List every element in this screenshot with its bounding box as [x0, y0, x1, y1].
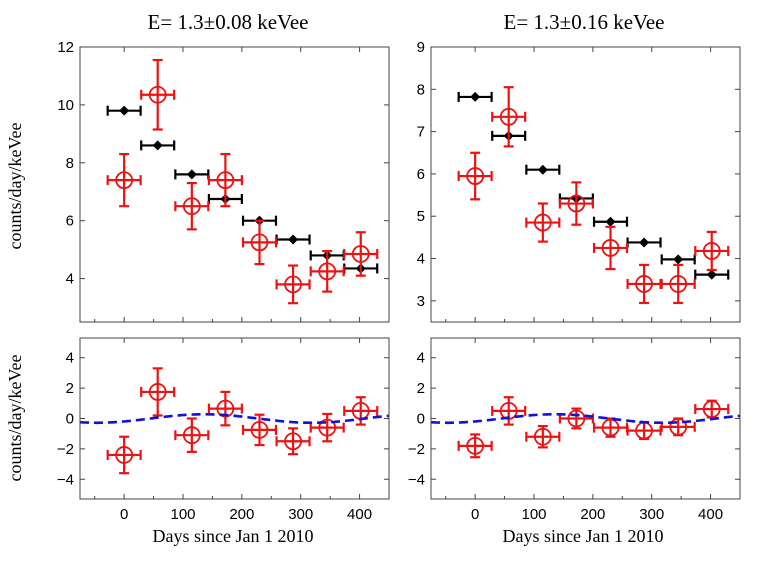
data-point-circle	[567, 194, 586, 213]
y-tick-label: 2	[66, 380, 74, 397]
y-tick-label: 3	[417, 293, 425, 310]
x-tick-label: 200	[580, 506, 605, 523]
data-point-circle	[702, 242, 721, 260]
data-point-circle	[284, 275, 302, 294]
data-marks-top-left	[106, 58, 379, 305]
data-point-circle	[148, 85, 167, 104]
panel-bottom-right: Days since Jan 1 2010 0 100 200 300 400−4−20…	[408, 337, 741, 546]
y-tick-label: −2	[408, 441, 425, 458]
data-point-diamond	[119, 105, 130, 116]
y-tick-label: 6	[417, 166, 425, 183]
data-point-circle	[601, 239, 620, 257]
data-point-circle	[702, 400, 721, 418]
fit-curve	[431, 412, 741, 425]
y-tick-label: 9	[417, 39, 425, 56]
data-point-diamond	[288, 234, 299, 245]
data-marks-bottom-left	[80, 367, 390, 475]
x-tick-label: 200	[229, 506, 254, 523]
y-tick-label: 8	[417, 81, 425, 98]
x-tick-label: 400	[698, 506, 723, 523]
data-point-circle	[499, 107, 518, 126]
y-axis-label-bottom: counts/day/keVee	[5, 355, 25, 482]
data-point-diamond	[605, 216, 616, 227]
data-point-circle	[466, 167, 485, 185]
panel-top-left: E= 1.3±0.08 keVee counts/day/keVee 4 6 8 10…	[5, 10, 390, 323]
y-tick-label: 8	[66, 155, 74, 172]
plot-frame-top-left	[79, 46, 390, 323]
x-tick-label: 300	[639, 506, 664, 523]
data-point-circle	[318, 418, 337, 437]
data-point-circle	[601, 418, 620, 437]
x-tick-label: 400	[347, 506, 372, 523]
y-tick-label: 0	[66, 411, 74, 428]
x-tick-label: 300	[288, 506, 313, 523]
data-point-diamond	[673, 254, 684, 265]
x-axis-label-right: Days since Jan 1 2010	[503, 526, 664, 546]
data-point-circle	[250, 420, 269, 439]
y-tick-label: 5	[417, 208, 425, 225]
y-tick-label: 7	[417, 124, 425, 141]
y-tick-label: 4	[66, 350, 74, 367]
data-point-circle	[115, 171, 134, 190]
data-marks-top-right	[457, 86, 730, 305]
data-point-diamond	[470, 91, 481, 102]
x-tick-label: 100	[521, 506, 546, 523]
x-tick-label: 0	[120, 506, 128, 523]
y-tick-label: 4	[417, 251, 425, 268]
data-point-circle	[216, 399, 235, 418]
y-tick-label: 10	[57, 97, 74, 114]
plot-frame-top-right	[430, 46, 741, 323]
data-point-diamond	[186, 169, 197, 180]
data-point-circle	[635, 275, 653, 293]
x-tick-label: 0	[471, 506, 479, 523]
data-point-circle	[115, 446, 134, 464]
data-point-diamond	[537, 164, 548, 175]
data-point-circle	[567, 409, 586, 428]
plot-frame-bottom-left	[79, 337, 390, 500]
y-tick-label: 0	[417, 411, 425, 428]
y-tick-label: −2	[57, 441, 74, 458]
data-point-circle	[533, 427, 552, 446]
y-tick-label: 4	[417, 350, 425, 367]
y-tick-label: −4	[57, 471, 74, 488]
chart-title-right: E= 1.3±0.16 keVee	[504, 10, 665, 34]
data-point-circle	[351, 245, 370, 263]
x-axis-label-left: Days since Jan 1 2010	[153, 526, 314, 546]
data-point-diamond	[152, 140, 163, 151]
y-axis-label-top: counts/day/keVee	[5, 123, 25, 250]
data-point-circle	[466, 436, 485, 455]
axis-ticks-bottom-left: 0 100 200 300 400 −4 −2 0 2 4	[57, 338, 390, 523]
y-tick-label: 6	[66, 213, 74, 230]
y-tick-label: 2	[417, 380, 425, 397]
data-point-circle	[250, 233, 269, 252]
data-point-diamond	[706, 269, 717, 280]
data-point-diamond	[639, 237, 650, 248]
data-point-circle	[318, 262, 337, 281]
data-point-circle	[533, 213, 552, 232]
data-point-circle	[182, 426, 201, 445]
data-point-circle	[284, 432, 302, 451]
x-tick-label: 100	[170, 506, 195, 523]
panel-bottom-left: counts/day/keVee Days since Jan 1 2010 0…	[5, 337, 390, 546]
chart-title-left: E= 1.3±0.08 keVee	[148, 10, 309, 34]
axis-ticks-bottom-right: 0 100 200 300 400 −4 −2 0 2 4	[408, 338, 741, 523]
data-point-circle	[669, 417, 688, 436]
y-tick-label: 12	[57, 39, 74, 56]
data-point-circle	[182, 197, 201, 216]
data-point-circle	[148, 383, 167, 401]
y-tick-label: −4	[408, 471, 425, 488]
data-point-circle	[216, 171, 235, 190]
data-point-circle	[669, 275, 688, 293]
plot-frame-bottom-right	[430, 337, 741, 500]
panel-top-right: E= 1.3±0.16 keVee 3 4 5 6 7 8 9	[417, 10, 741, 323]
data-marks-bottom-right	[431, 396, 741, 459]
y-tick-label: 4	[66, 271, 74, 288]
fit-curve	[80, 412, 390, 425]
